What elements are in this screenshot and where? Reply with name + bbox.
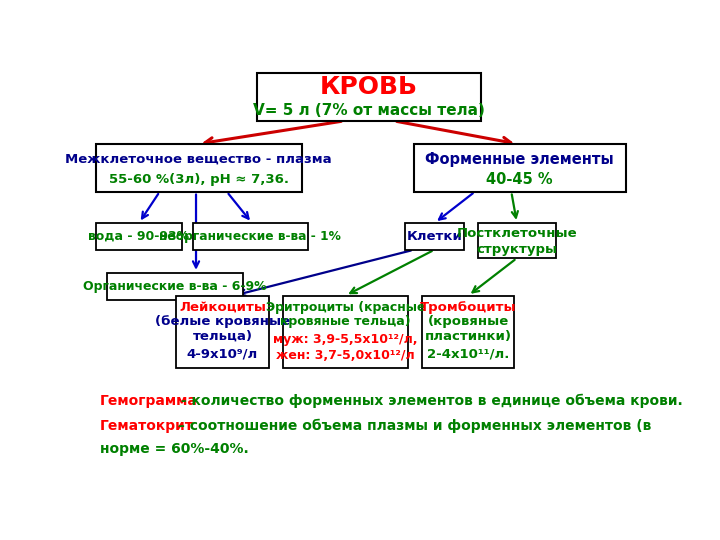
Text: Гематокрит: Гематокрит xyxy=(100,419,194,433)
Bar xyxy=(422,295,514,368)
Text: тельца): тельца) xyxy=(192,330,253,343)
Text: Форменные элементы: Форменные элементы xyxy=(426,152,614,167)
Bar xyxy=(193,223,307,250)
Text: Эритроциты (красные: Эритроциты (красные xyxy=(266,301,425,314)
Text: 40-45 %: 40-45 % xyxy=(486,172,553,187)
Text: пластинки): пластинки) xyxy=(425,330,511,343)
Text: Межклеточное вещество - плазма: Межклеточное вещество - плазма xyxy=(66,153,332,166)
Text: 4-9х10⁹/л: 4-9х10⁹/л xyxy=(187,347,258,360)
Bar xyxy=(107,273,243,300)
Text: (белые кровяные: (белые кровяные xyxy=(155,315,290,328)
Bar xyxy=(405,223,464,250)
Text: Органические в-ва - 6-9%: Органические в-ва - 6-9% xyxy=(84,280,267,293)
Text: жен: 3,7-5,0х10¹²/л: жен: 3,7-5,0х10¹²/л xyxy=(276,349,415,362)
Text: Тромбоциты: Тромбоциты xyxy=(420,301,516,314)
Text: структуры: структуры xyxy=(477,243,557,256)
Text: 2-4х10¹¹/л.: 2-4х10¹¹/л. xyxy=(427,347,509,360)
Text: Постклеточные: Постклеточные xyxy=(456,227,577,240)
Text: норме = 60%-40%.: норме = 60%-40%. xyxy=(100,442,249,456)
Text: (кровяные: (кровяные xyxy=(428,315,508,328)
Text: муж: 3,9-5,5х10¹²/л,: муж: 3,9-5,5х10¹²/л, xyxy=(273,333,418,346)
Text: 55-60 %(3л), pH ≈ 7,36.: 55-60 %(3л), pH ≈ 7,36. xyxy=(109,173,289,186)
Text: неорганические в-ва - 1%: неорганические в-ва - 1% xyxy=(160,230,341,243)
Bar xyxy=(258,73,481,121)
Text: V= 5 л (7% от массы тела): V= 5 л (7% от массы тела) xyxy=(253,103,485,118)
Bar xyxy=(176,295,269,368)
Text: Клетки: Клетки xyxy=(407,230,462,243)
Bar xyxy=(478,223,556,258)
Text: КРОВЬ: КРОВЬ xyxy=(320,76,418,99)
Bar xyxy=(282,295,408,368)
Text: - количество форменных элементов в единице объема крови.: - количество форменных элементов в едини… xyxy=(176,394,683,408)
Bar xyxy=(96,223,182,250)
Bar xyxy=(413,144,626,192)
Text: Лейкоциты: Лейкоциты xyxy=(179,301,266,314)
Text: кровяные тельца): кровяные тельца) xyxy=(280,315,410,328)
Text: вода - 90-93%: вода - 90-93% xyxy=(89,230,189,243)
Bar xyxy=(96,144,302,192)
Text: – соотношение объема плазмы и форменных элементов (в: – соотношение объема плазмы и форменных … xyxy=(173,418,651,433)
Text: Гемограмма: Гемограмма xyxy=(100,394,198,408)
